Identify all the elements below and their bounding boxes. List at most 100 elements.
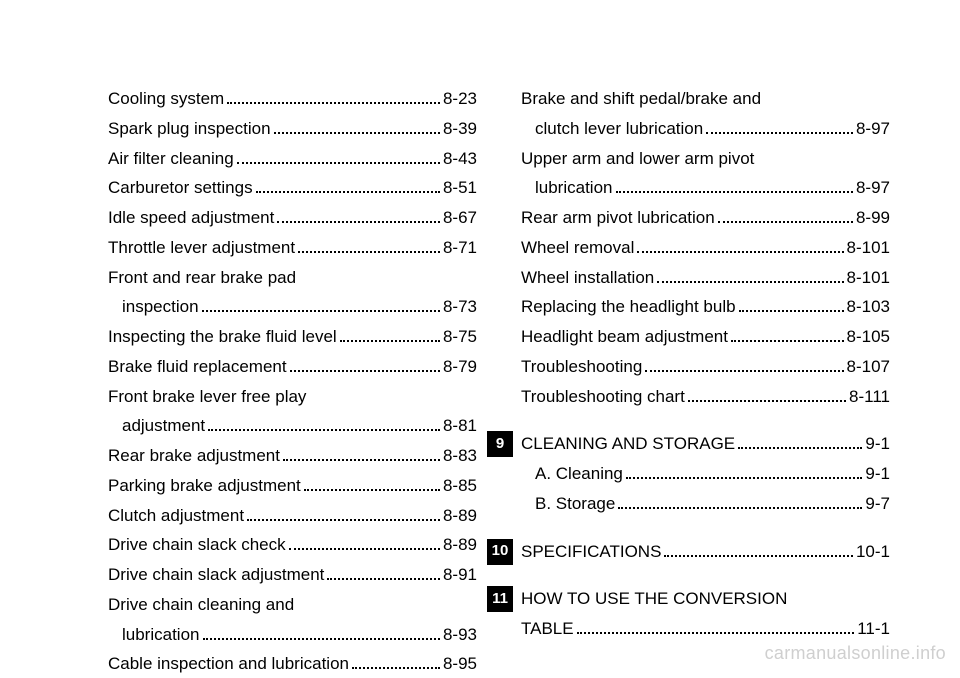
toc-entry-label: Headlight beam adjustment (521, 322, 728, 352)
toc-entry-page: 8-111 (849, 382, 890, 412)
toc-entry-page: 8-101 (847, 263, 890, 293)
toc-entry: Inspecting the brake fluid level8-75 (108, 322, 477, 352)
dot-leader (706, 132, 853, 134)
chapter-number-box: 11 (487, 586, 513, 612)
toc-entry-label: Drive chain slack adjustment (108, 560, 324, 590)
toc-entry-page: 8-71 (443, 233, 477, 263)
dot-leader (664, 555, 853, 557)
toc-entry-page: 8-97 (856, 173, 890, 203)
toc-entry-page: 8-95 (443, 649, 477, 678)
toc-entry-label: inspection (108, 292, 199, 322)
toc-entry: Cooling system8-23 (108, 84, 477, 114)
toc-entry: Front brake lever free play (108, 382, 477, 412)
dot-leader (203, 638, 440, 640)
dot-leader (298, 251, 440, 253)
toc-entry-page: 9-1 (865, 459, 890, 489)
toc-entry-page: 8-93 (443, 620, 477, 650)
manual-toc-page: Cooling system8-23Spark plug inspection 8… (0, 0, 960, 678)
toc-entry-page: 8-51 (443, 173, 477, 203)
toc-entry-page: 9-7 (865, 489, 890, 519)
toc-entry-page: 10-1 (856, 537, 890, 567)
dot-leader (237, 162, 440, 164)
toc-entry-label: Drive chain cleaning and (108, 590, 294, 620)
toc-entry: Rear brake adjustment8-83 (108, 441, 477, 471)
toc-right-continuation: Brake and shift pedal/brake andclutch le… (521, 84, 890, 411)
toc-entry-page: 8-85 (443, 471, 477, 501)
toc-entry-label: B. Storage (521, 489, 615, 519)
toc-left-column: Cooling system8-23Spark plug inspection 8… (108, 84, 477, 678)
toc-entry-label: Rear arm pivot lubrication (521, 203, 715, 233)
toc-entry: Drive chain cleaning and (108, 590, 477, 620)
toc-entry: Replacing the headlight bulb8-103 (521, 292, 890, 322)
toc-entry: A. Cleaning 9-1 (521, 459, 890, 489)
dot-leader (247, 519, 440, 521)
chapter-lines: HOW TO USE THE CONVERSIONTABLE11-1 (521, 584, 890, 644)
toc-entry-label: clutch lever lubrication (521, 114, 703, 144)
dot-leader (739, 310, 844, 312)
toc-entry: Drive chain slack adjustment 8-91 (108, 560, 477, 590)
toc-entry-label: Troubleshooting chart (521, 382, 685, 412)
toc-entry-page: 8-75 (443, 322, 477, 352)
toc-entry-page: 8-89 (443, 530, 477, 560)
toc-entry-label: TABLE (521, 614, 574, 644)
toc-entry: Wheel installation8-101 (521, 263, 890, 293)
toc-entry: Carburetor settings 8-51 (108, 173, 477, 203)
dot-leader (256, 191, 440, 193)
dot-leader (277, 221, 440, 223)
dot-leader (731, 340, 844, 342)
toc-entry-label: Air filter cleaning (108, 144, 234, 174)
toc-entry: Idle speed adjustment8-67 (108, 203, 477, 233)
toc-entry-label: Spark plug inspection (108, 114, 271, 144)
toc-entry: Air filter cleaning8-43 (108, 144, 477, 174)
dot-leader (327, 578, 440, 580)
dot-leader (274, 132, 440, 134)
toc-entry-page: 8-101 (847, 233, 890, 263)
toc-entry-label: Carburetor settings (108, 173, 253, 203)
dot-leader (304, 489, 440, 491)
toc-entry-label: Troubleshooting (521, 352, 642, 382)
chapter-lines: SPECIFICATIONS10-1 (521, 537, 890, 567)
toc-entry-page: 8-91 (443, 560, 477, 590)
toc-entry: TABLE11-1 (521, 614, 890, 644)
toc-entry-label: adjustment (108, 411, 205, 441)
toc-sections: 9CLEANING AND STORAGE9-1A. Cleaning9-1B.… (521, 429, 890, 644)
toc-entry-label: Front and rear brake pad (108, 263, 296, 293)
toc-entry: Spark plug inspection 8-39 (108, 114, 477, 144)
toc-columns: Cooling system8-23Spark plug inspection 8… (108, 84, 890, 678)
toc-entry: Brake fluid replacement8-79 (108, 352, 477, 382)
dot-leader (289, 548, 440, 550)
dot-leader (618, 507, 862, 509)
watermark-text: carmanualsonline.info (765, 643, 946, 664)
toc-entry-page: 8-107 (847, 352, 890, 382)
toc-entry-label: Parking brake adjustment (108, 471, 301, 501)
toc-entry: inspection 8-73 (108, 292, 477, 322)
toc-entry-page: 8-99 (856, 203, 890, 233)
dot-leader (637, 251, 843, 253)
toc-entry: Troubleshooting 8-107 (521, 352, 890, 382)
toc-entry-label: A. Cleaning (521, 459, 623, 489)
toc-entry: lubrication 8-97 (521, 173, 890, 203)
toc-chapter: 10SPECIFICATIONS10-1 (521, 537, 890, 567)
toc-entry: SPECIFICATIONS10-1 (521, 537, 890, 567)
chapter-number-box: 10 (487, 539, 513, 565)
dot-leader (202, 310, 440, 312)
toc-entry-page: 8-83 (443, 441, 477, 471)
toc-entry-page: 8-73 (443, 292, 477, 322)
toc-entry-label: lubrication (108, 620, 200, 650)
toc-entry-label: lubrication (521, 173, 613, 203)
toc-entry-page: 8-39 (443, 114, 477, 144)
toc-entry: Drive chain slack check 8-89 (108, 530, 477, 560)
toc-entry-page: 8-105 (847, 322, 890, 352)
toc-entry-label: Cable inspection and lubrication (108, 649, 349, 678)
toc-entry-label: Drive chain slack check (108, 530, 286, 560)
toc-entry: Upper arm and lower arm pivot (521, 144, 890, 174)
dot-leader (208, 429, 440, 431)
dot-leader (657, 281, 843, 283)
toc-entry: Front and rear brake pad (108, 263, 477, 293)
dot-leader (577, 632, 855, 634)
toc-entry: Troubleshooting chart 8-111 (521, 382, 890, 412)
toc-entry-page: 9-1 (865, 429, 890, 459)
toc-entry-label: Upper arm and lower arm pivot (521, 144, 754, 174)
toc-chapter: 9CLEANING AND STORAGE9-1A. Cleaning9-1B.… (521, 429, 890, 518)
toc-entry: B. Storage 9-7 (521, 489, 890, 519)
